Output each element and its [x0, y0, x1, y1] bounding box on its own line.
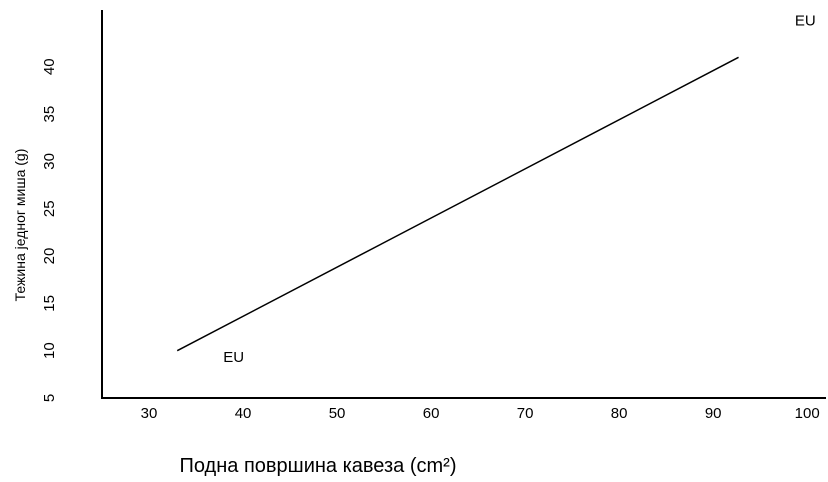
y-tick-label: 10 [41, 342, 58, 359]
series-line [176, 56, 739, 352]
x-tick-labels: 30 40 50 60 70 80 90 100 [141, 405, 820, 422]
y-tick-label: 35 [41, 106, 58, 123]
x-tick-label: 50 [329, 405, 346, 422]
y-tick-label: 25 [41, 200, 58, 217]
x-axis-label: Подна површина кавеза (cm²) [180, 455, 457, 477]
x-tick-label: 60 [423, 405, 440, 422]
y-tick-label: 5 [41, 394, 58, 402]
x-tick-label: 70 [517, 405, 534, 422]
annotation-label: EU [795, 12, 816, 29]
y-tick-labels: 5 10 15 20 25 30 35 40 [41, 58, 58, 402]
x-tick-label: 30 [141, 405, 158, 422]
x-tick-label: 90 [705, 405, 722, 422]
y-tick-label: 20 [41, 248, 58, 265]
y-tick-label: 15 [41, 295, 58, 312]
annotations: EU EU [223, 12, 816, 366]
y-axis-label: Тежина једног миша (g) [12, 149, 28, 302]
series-group [176, 56, 739, 352]
x-tick-label: 80 [611, 405, 628, 422]
y-tick-label: 40 [41, 58, 58, 75]
x-tick-label: 40 [235, 405, 252, 422]
annotation-label: EU [223, 349, 244, 366]
x-tick-label: 100 [795, 405, 820, 422]
y-tick-label: 30 [41, 153, 58, 170]
